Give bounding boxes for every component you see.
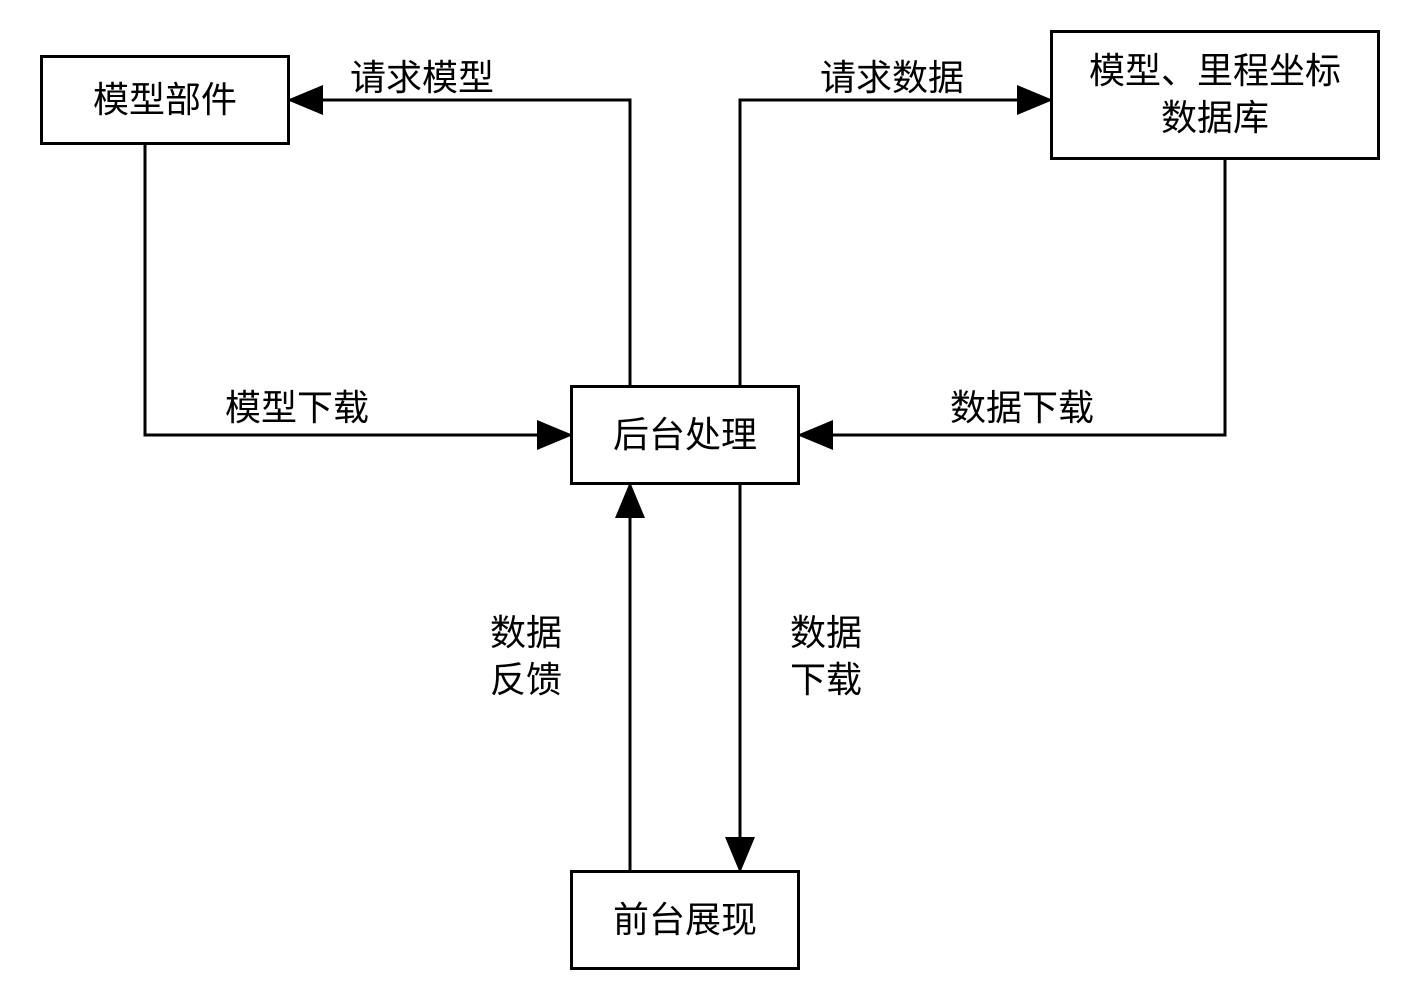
node-frontend: 前台展现 (570, 870, 800, 970)
edge-label-data-download-front: 数据下载 (790, 610, 862, 704)
node-model-parts: 模型部件 (40, 55, 290, 145)
flowchart-diagram: 模型部件 模型、里程坐标数据库 后台处理 前台展现 请求模型 请求数据 模型下载… (0, 0, 1410, 996)
node-backend: 后台处理 (570, 385, 800, 485)
edge-label-request-data: 请求数据 (820, 55, 964, 102)
node-label: 模型、里程坐标数据库 (1089, 48, 1341, 142)
node-database: 模型、里程坐标数据库 (1050, 30, 1380, 160)
edge-label-request-model: 请求模型 (350, 55, 494, 102)
node-label: 前台展现 (613, 897, 757, 944)
node-label: 后台处理 (613, 412, 757, 459)
edge-label-data-download-db: 数据下载 (950, 385, 1094, 432)
edge-label-model-download: 模型下载 (225, 385, 369, 432)
node-label: 模型部件 (93, 77, 237, 124)
edge-label-data-feedback: 数据反馈 (490, 610, 562, 704)
